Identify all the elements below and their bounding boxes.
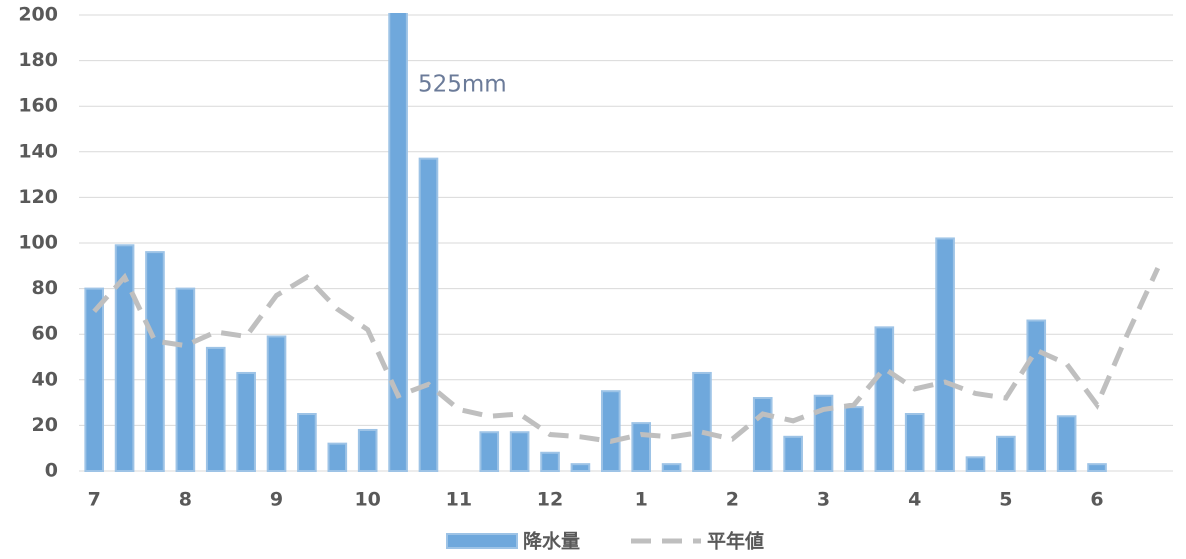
y-tick-label: 0: [45, 460, 58, 482]
bar: [783, 435, 803, 472]
x-tick-label: 6: [1090, 489, 1103, 511]
bars: [84, 13, 1107, 473]
bar: [114, 244, 135, 472]
bar: [145, 251, 165, 472]
bar: [297, 413, 317, 472]
x-tick-label: 8: [179, 489, 192, 511]
bar: [357, 428, 378, 472]
bar: [692, 371, 712, 472]
bar: [965, 456, 986, 473]
legend-label: 降水量: [523, 530, 580, 553]
x-tick-label: 9: [270, 489, 283, 511]
lines: [92, 267, 1161, 444]
x-tick-label: 2: [726, 489, 739, 511]
bar: [600, 390, 621, 473]
bar: [479, 431, 500, 472]
bar: [904, 413, 925, 472]
y-tick-label: 100: [18, 232, 58, 254]
x-tick-label: 10: [354, 489, 380, 511]
x-tick-label: 7: [88, 489, 101, 511]
y-tick-label: 140: [18, 140, 58, 162]
x-tick-label: 1: [635, 489, 648, 511]
bar: [388, 13, 408, 472]
bar: [570, 463, 591, 473]
bar: [996, 435, 1016, 472]
bar: [84, 287, 105, 472]
bar: [205, 346, 226, 473]
y-tick-label: 20: [32, 414, 58, 436]
line: [92, 267, 1161, 444]
x-tick-label: 11: [446, 489, 472, 511]
x-tick-label: 4: [908, 489, 921, 511]
bar: [935, 237, 955, 472]
bar: [175, 287, 196, 472]
bar: [418, 157, 439, 472]
bar: [1026, 319, 1047, 472]
bar: [266, 335, 287, 473]
bar: [661, 463, 682, 473]
bar: [327, 442, 348, 473]
x-tick-label: 12: [537, 489, 563, 511]
bar: [236, 371, 256, 472]
y-tick-label: 160: [18, 95, 58, 117]
bar: [1056, 415, 1077, 472]
x-tick-label: 3: [817, 489, 830, 511]
bar: [752, 397, 773, 473]
legend-label: 平年値: [707, 530, 764, 553]
x-tick-label: 5: [999, 489, 1012, 511]
annotation: 525mm: [418, 72, 507, 98]
bar: [509, 431, 530, 472]
legend-swatch: [446, 533, 518, 549]
bar: [874, 326, 895, 472]
grid: [79, 14, 1173, 472]
bar: [813, 394, 834, 473]
bar: [1087, 463, 1107, 473]
y-tick-label: 120: [18, 186, 58, 208]
y-tick-label: 60: [32, 323, 58, 345]
y-tick-label: 180: [18, 49, 58, 71]
bar: [631, 422, 652, 472]
y-tick-label: 80: [32, 277, 58, 299]
y-tick-label: 200: [18, 4, 58, 26]
bar: [540, 451, 560, 473]
bar: [844, 406, 864, 473]
y-tick-label: 40: [32, 368, 58, 390]
